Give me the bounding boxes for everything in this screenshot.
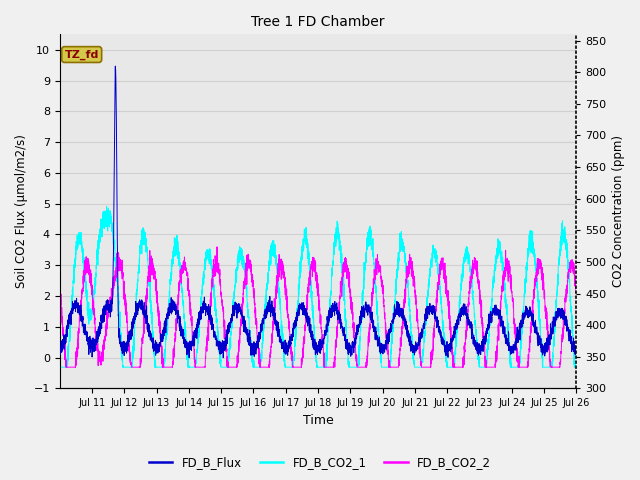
X-axis label: Time: Time (303, 414, 333, 427)
Text: TZ_fd: TZ_fd (65, 49, 99, 60)
Y-axis label: CO2 Concentration (ppm): CO2 Concentration (ppm) (612, 135, 625, 288)
Title: Tree 1 FD Chamber: Tree 1 FD Chamber (252, 15, 385, 29)
Y-axis label: Soil CO2 Flux (μmol/m2/s): Soil CO2 Flux (μmol/m2/s) (15, 134, 28, 288)
Legend: FD_B_Flux, FD_B_CO2_1, FD_B_CO2_2: FD_B_Flux, FD_B_CO2_1, FD_B_CO2_2 (144, 452, 496, 474)
